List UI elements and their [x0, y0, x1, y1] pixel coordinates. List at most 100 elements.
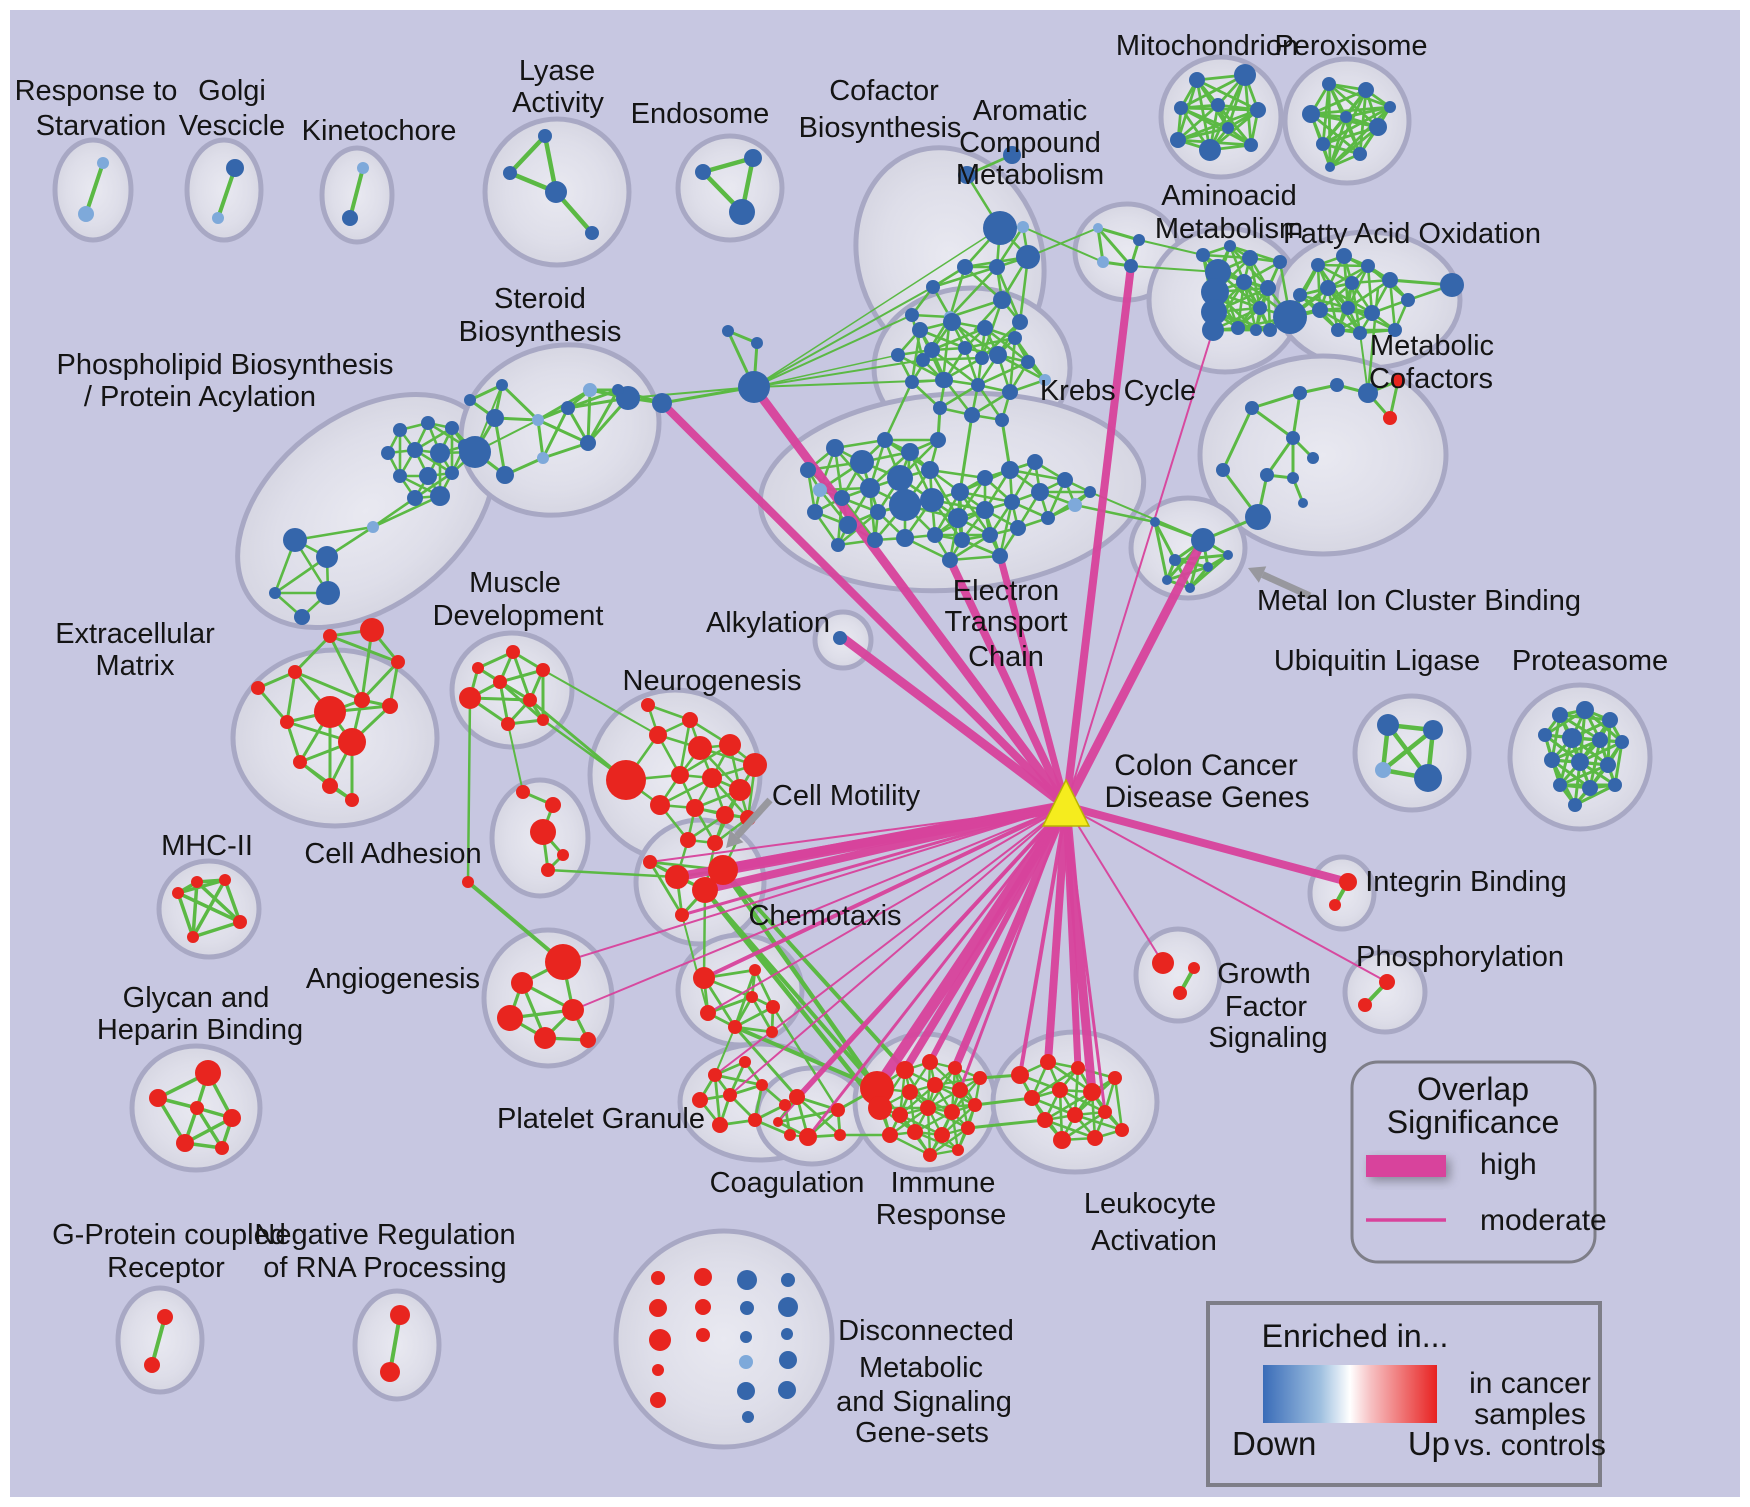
gene-set-node	[740, 1331, 752, 1343]
edge-green-muscle-development	[498, 668, 545, 684]
gene-set-node	[269, 587, 281, 599]
edge-overlap-significance	[946, 558, 1070, 808]
gene-set-node	[545, 797, 561, 813]
cluster-label-kinetochore: Kinetochore	[302, 115, 457, 147]
gene-set-node	[212, 212, 224, 224]
cluster-label-cofactor-biosynthesis: Cofactor	[829, 75, 939, 107]
cluster-label-neg-reg-rna: Negative Regulation	[254, 1219, 515, 1251]
gene-set-node	[1320, 280, 1336, 296]
gene-set-node	[472, 662, 484, 674]
edge-green-inter	[973, 1096, 1034, 1107]
edge-green-peroxisome	[1344, 105, 1392, 119]
cluster-label-cell-motility: Cell Motility	[772, 780, 921, 812]
gene-set-node	[486, 409, 504, 427]
gene-set-node	[1273, 300, 1307, 334]
gene-set-node	[740, 1301, 754, 1315]
gene-set-node	[1003, 146, 1021, 164]
gene-set-node	[976, 501, 994, 519]
gene-set-node	[1152, 952, 1174, 974]
cluster-label-neurogenesis: Neurogenesis	[623, 665, 802, 697]
gene-set-node	[1084, 486, 1096, 498]
gene-set-node	[902, 1084, 918, 1100]
gene-set-node	[1012, 314, 1028, 330]
edge-green-cofactor-biosynthesis	[948, 298, 1004, 319]
gene-set-node	[1602, 712, 1618, 728]
cell-motility-arrow-head	[726, 830, 744, 848]
gene-set-node	[739, 1355, 753, 1369]
gene-set-node	[1071, 1061, 1085, 1075]
cluster-label-disconnected-gene-sets: and Signaling	[836, 1386, 1012, 1418]
gene-set-node	[1263, 323, 1277, 337]
edge-green-extracellular-matrix	[293, 634, 332, 674]
gene-set-node	[534, 1027, 556, 1049]
gene-set-node	[887, 465, 913, 491]
edge-overlap-significance	[901, 803, 1070, 1073]
edge-green-neurogenesis	[678, 718, 692, 777]
gene-set-node	[1039, 374, 1051, 386]
edge-green-cell-motility	[648, 860, 684, 917]
gene-set-node	[1544, 752, 1560, 768]
gene-set-node	[407, 442, 423, 458]
gene-set-node	[1358, 82, 1374, 98]
edge-green-electron-transport-chain	[840, 496, 877, 542]
gene-set-node	[831, 538, 845, 552]
gene-set-node	[882, 1127, 898, 1143]
edge-overlap-significance	[1064, 805, 1107, 1113]
gene-set-node	[729, 199, 755, 225]
edge-green-mitochondrion	[1176, 108, 1260, 142]
gene-set-node	[606, 760, 646, 800]
gene-set-node	[957, 259, 973, 275]
gene-set-node	[742, 1411, 754, 1423]
enriched-context-label: samples	[1474, 1398, 1586, 1431]
edge-green-inter	[1022, 226, 1104, 263]
gene-set-node	[283, 528, 307, 552]
gene-set-node	[722, 325, 734, 337]
gene-set-node	[1027, 454, 1043, 470]
gene-set-node	[651, 1271, 665, 1285]
gene-set-node	[1108, 1071, 1122, 1085]
gene-set-node	[1582, 780, 1598, 796]
cluster-label-steroid-biosynthesis: Steroid	[494, 283, 586, 315]
gene-set-node	[1440, 273, 1464, 297]
cell-motility-arrow	[734, 797, 773, 839]
gene-set-node	[1236, 274, 1252, 290]
gene-set-node	[511, 972, 533, 994]
enriched-down-label: Down	[1232, 1425, 1316, 1462]
gene-set-node	[172, 887, 184, 899]
edge-green-inter	[507, 723, 524, 793]
cluster-label-krebs-cycle: Krebs Cycle	[1040, 375, 1196, 407]
gene-set-node	[1199, 139, 1221, 161]
gene-set-node	[975, 351, 989, 365]
edge-green-phospholipid-biosynthesis	[371, 496, 417, 529]
gene-set-node	[973, 1071, 987, 1085]
gene-set-node	[1325, 162, 1335, 172]
gene-set-node	[1001, 461, 1019, 479]
gene-set-node	[728, 1020, 742, 1034]
gene-set-node	[680, 832, 696, 848]
edge-overlap-significance	[1061, 805, 1097, 1093]
cluster-label-coagulation: Coagulation	[710, 1167, 865, 1199]
edge-green-proteasome	[1550, 738, 1602, 762]
gene-set-node	[723, 1088, 737, 1102]
gene-set-node	[1150, 517, 1160, 527]
cluster-label-aromatic-compound: Metabolism	[956, 159, 1104, 191]
gene-set-node	[707, 835, 723, 851]
gene-set-node	[870, 504, 886, 520]
gene-set-node	[892, 1107, 908, 1123]
edge-overlap-significance	[1061, 537, 1208, 809]
cluster-label-cell-adhesion: Cell Adhesion	[304, 838, 481, 870]
gene-set-node	[1538, 728, 1552, 742]
gene-set-node	[671, 766, 689, 784]
edge-green-steroid-biosynthesis	[566, 388, 620, 410]
gene-set-node	[1553, 778, 1567, 792]
gene-set-node	[1293, 386, 1307, 400]
gene-set-node	[1201, 278, 1229, 306]
edge-green-steroid-biosynthesis	[493, 416, 507, 477]
gene-set-node	[889, 489, 921, 521]
gene-set-node	[430, 443, 450, 463]
gene-set-node	[407, 490, 423, 506]
gene-set-node	[839, 516, 857, 534]
edge-overlap-significance	[958, 805, 1068, 1091]
edge-overlap-significance	[659, 400, 1069, 809]
gene-set-node	[813, 483, 827, 497]
